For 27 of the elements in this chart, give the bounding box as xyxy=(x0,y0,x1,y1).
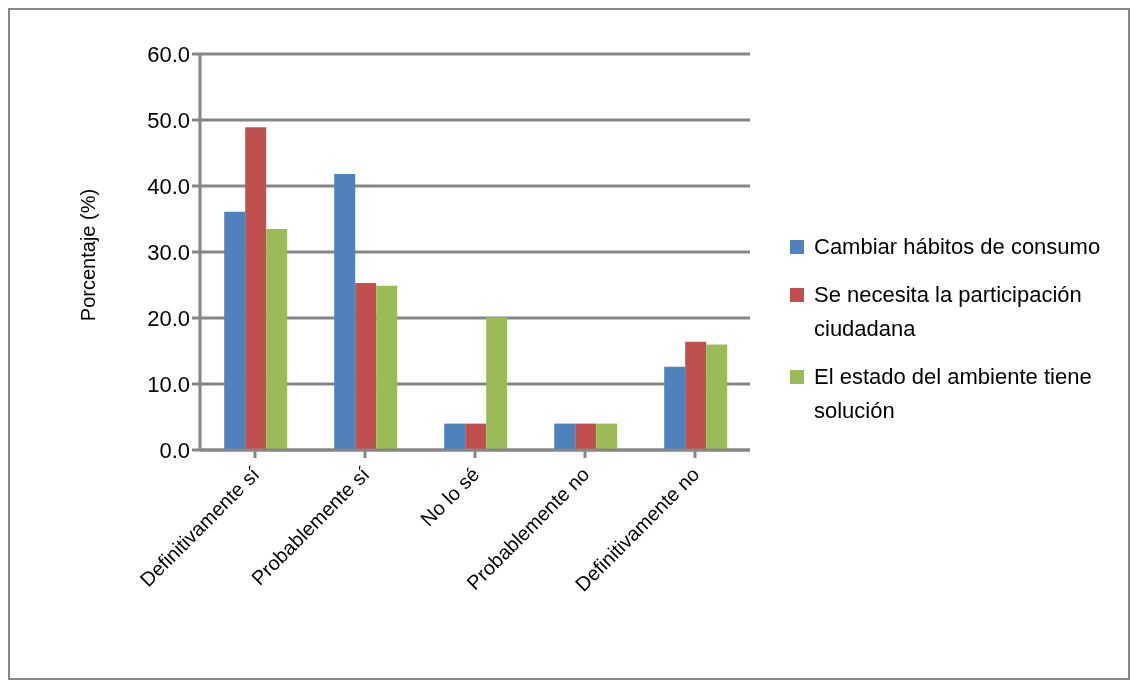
legend-label: El estado del ambiente tiene solución xyxy=(814,363,1093,425)
bar xyxy=(664,366,686,450)
bar xyxy=(465,423,487,450)
legend-label: Se necesita la participación ciudadana xyxy=(814,281,1083,343)
bar xyxy=(596,423,618,450)
y-axis-title: Porcentaje (%) xyxy=(76,188,100,322)
bar xyxy=(355,283,377,450)
y-tick-label: 10.0 xyxy=(147,371,190,397)
y-tick-label: 60.0 xyxy=(147,41,190,67)
bar xyxy=(376,285,398,450)
bar xyxy=(444,423,466,450)
bar xyxy=(224,211,246,450)
y-tick-label: 30.0 xyxy=(147,239,190,265)
bar xyxy=(575,423,597,450)
bar xyxy=(554,423,576,450)
legend-label: Cambiar hábitos de consumo xyxy=(814,233,1102,261)
y-tick-label: 50.0 xyxy=(147,107,190,133)
y-tick-label: 0.0 xyxy=(159,437,190,463)
bar xyxy=(266,228,288,450)
y-tick-label: 20.0 xyxy=(147,305,190,331)
y-tick-label: 40.0 xyxy=(147,173,190,199)
bar xyxy=(685,341,707,450)
x-tick-label: No lo sé xyxy=(416,462,484,531)
bar xyxy=(334,174,356,450)
bar xyxy=(706,344,728,450)
bar xyxy=(245,127,267,450)
bar xyxy=(486,317,508,450)
